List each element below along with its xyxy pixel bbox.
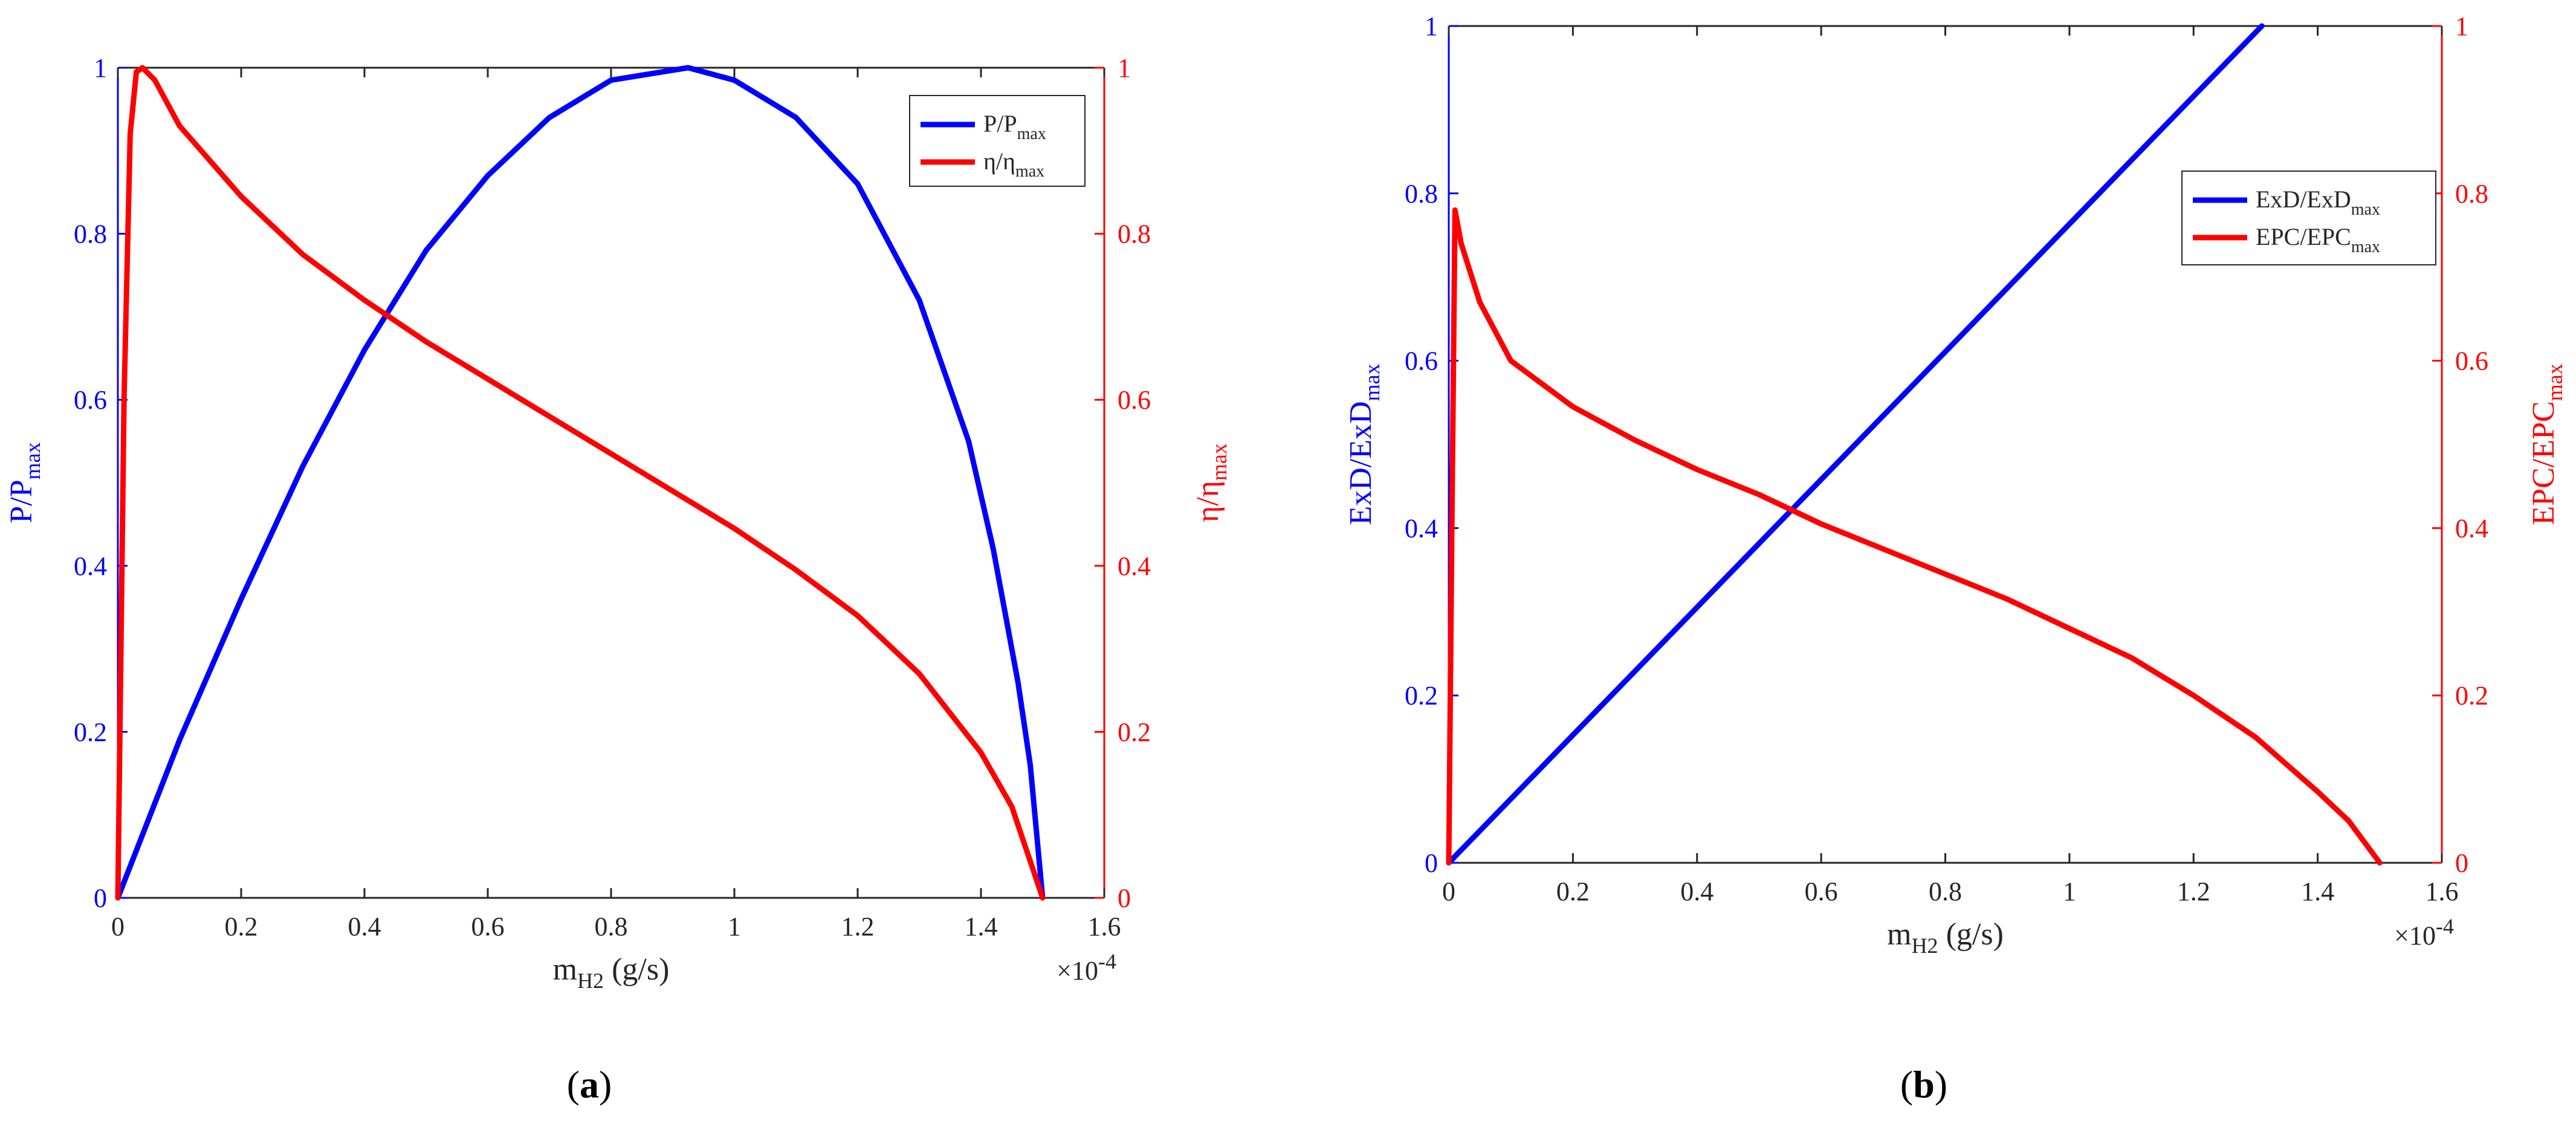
y-tick-label-right: 1 (1118, 53, 1131, 83)
y-tick-label-right: 0.8 (2455, 179, 2488, 209)
y-tick-label-right: 0.4 (2455, 513, 2488, 543)
y-tick-label-left: 0.4 (74, 551, 107, 581)
y-tick-label-left: 1 (1425, 11, 1438, 41)
x-tick-label: 0.2 (225, 912, 258, 941)
y-axis-right-label: EPC/EPCmax (2526, 363, 2567, 525)
x-tick-label: 1.6 (1088, 912, 1121, 941)
panel-label: (b) (1900, 1063, 1947, 1106)
panel-label: (a) (567, 1063, 612, 1106)
x-exponent-label: ×10-4 (2394, 914, 2454, 950)
series-line-blue (115, 65, 1046, 901)
series-line-red (1446, 207, 2383, 866)
x-tick-label: 1 (2063, 877, 2076, 906)
y-tick-label-right: 0.8 (1118, 219, 1151, 249)
x-tick-label: 0.8 (595, 912, 628, 941)
x-tick-label: 1 (728, 912, 741, 941)
x-tick-label: 0.6 (1805, 877, 1838, 906)
x-tick-label: 1.2 (841, 912, 875, 941)
x-tick-label: 1.6 (2426, 877, 2459, 906)
x-exponent-label: ×10-4 (1057, 949, 1116, 986)
y-tick-label-left: 0.8 (74, 219, 107, 249)
y-tick-label-right: 0.2 (1118, 717, 1151, 747)
x-tick-label: 0 (1442, 877, 1455, 906)
legend-entry: ExD/ExDmax (2256, 186, 2380, 219)
legend-entry: EPC/EPCmax (2256, 223, 2380, 256)
x-tick-label: 1.4 (965, 912, 998, 941)
legend: P/Pmax η/ηmax (909, 95, 1086, 187)
y-tick-label-right: 0 (2455, 848, 2468, 878)
series-line-blue (1446, 23, 2265, 866)
x-axis-label: mH2 (g/s) (553, 952, 670, 993)
x-tick-label: 1.4 (2301, 877, 2334, 906)
x-axis-label: mH2 (g/s) (1887, 917, 2004, 958)
y-tick-label-left: 0.6 (1405, 346, 1438, 376)
y-tick-label-left: 0.6 (74, 385, 107, 415)
y-tick-label-left: 0.2 (74, 717, 107, 747)
legend-entry: η/ηmax (983, 148, 1044, 181)
y-tick-label-right: 0.2 (2455, 681, 2488, 710)
y-tick-label-left: 1 (94, 53, 107, 83)
legend-entry: P/Pmax (983, 110, 1046, 143)
y-axis-left-label: ExD/ExDmax (1344, 363, 1384, 525)
y-tick-label-right: 1 (2455, 11, 2468, 41)
legend-box (2181, 171, 2436, 265)
x-tick-label: 0.2 (1556, 877, 1590, 906)
y-axis-left-label: P/Pmax (4, 442, 45, 523)
y-tick-label-left: 0 (94, 883, 107, 913)
legend-box (909, 95, 1086, 187)
y-tick-label-left: 0.2 (1405, 681, 1438, 710)
y-tick-label-right: 0.6 (2455, 346, 2488, 376)
y-tick-label-right: 0.4 (1118, 551, 1151, 581)
y-tick-label-right: 0 (1118, 883, 1131, 913)
x-tick-label: 0.8 (1929, 877, 1962, 906)
chart-b: 0 0.2 0.4 0.6 0.8 1 1.2 1.4 1.600.20.40.60.8100.… (1344, 11, 2567, 1106)
x-tick-label: 0.4 (1680, 877, 1714, 906)
x-tick-label: 0.4 (348, 912, 381, 941)
series-line-red (115, 65, 1046, 901)
x-tick-label: 0.6 (471, 912, 505, 941)
legend: ExD/ExDmax EPC/EPCmax (2181, 171, 2436, 265)
x-tick-label: 0 (111, 912, 125, 941)
y-tick-label-left: 0.4 (1405, 513, 1438, 543)
y-tick-label-left: 0 (1425, 848, 1438, 878)
chart-a: 0 0.2 0.4 0.6 0.8 1 1.2 1.4 1.600.20.40.60.8100.… (4, 53, 1231, 1106)
y-tick-label-left: 0.8 (1405, 179, 1438, 209)
y-axis-right-label: η/ηmax (1191, 443, 1231, 522)
y-tick-label-right: 0.6 (1118, 385, 1151, 415)
x-tick-label: 1.2 (2177, 877, 2210, 906)
